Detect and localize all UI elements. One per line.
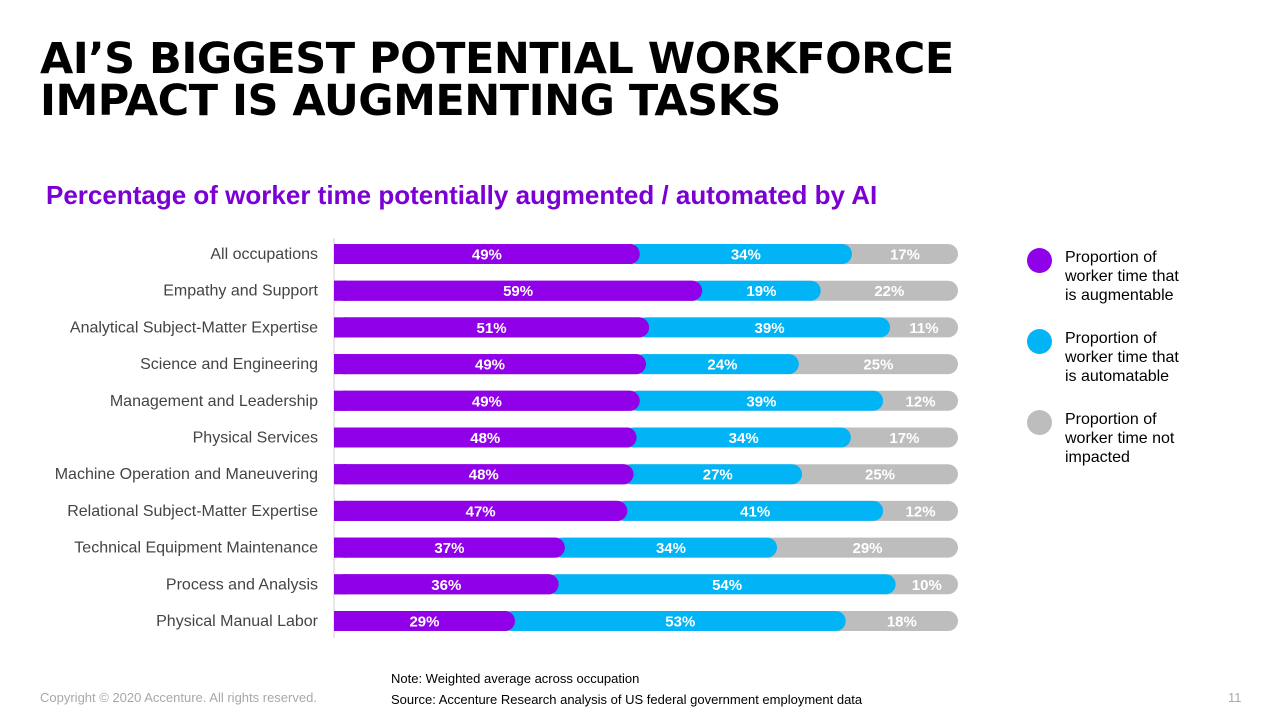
value-label-automatable: 27% xyxy=(703,467,733,484)
value-label-augmentable: 59% xyxy=(503,283,533,300)
bar-augmentable-left-edge xyxy=(334,427,346,448)
bar-automatable xyxy=(621,464,802,485)
legend-item-automatable: Proportion of worker time that is automa… xyxy=(1027,329,1267,410)
value-label-not-impacted: 29% xyxy=(853,540,883,557)
title-line-1: AI’S BIGGEST POTENTIAL WORKFORCE xyxy=(40,34,954,84)
category-label: Relational Subject-Matter Expertise xyxy=(67,503,318,520)
bar-automatable xyxy=(690,280,821,301)
bar-augmentable-left-edge xyxy=(334,500,346,521)
bar-augmentable-left-edge xyxy=(334,574,346,595)
bar-augmentable-top xyxy=(334,574,559,595)
bar-augmentable-top xyxy=(334,500,628,521)
bar-augmentable-top xyxy=(334,611,515,631)
value-label-augmentable: 49% xyxy=(472,393,502,410)
value-label-augmentable: 48% xyxy=(469,467,499,484)
value-label-automatable: 34% xyxy=(731,247,761,264)
bar-augmentable-top xyxy=(334,390,640,411)
title-line-2: IMPACT IS AUGMENTING TASKS xyxy=(40,76,781,126)
value-label-not-impacted: 17% xyxy=(889,430,919,447)
value-label-augmentable: 51% xyxy=(477,320,507,337)
category-label: Empathy and Support xyxy=(163,283,318,300)
legend-swatch-augmentable xyxy=(1027,248,1052,273)
value-label-not-impacted: 22% xyxy=(874,283,904,300)
value-label-automatable: 39% xyxy=(746,393,776,410)
legend-item-not-impacted: Proportion of worker time not impacted xyxy=(1027,410,1267,491)
chart-notes: Note: Weighted average across occupation… xyxy=(391,668,862,710)
value-label-augmentable: 37% xyxy=(434,540,464,557)
bar-augmentable-top xyxy=(334,354,646,375)
bar-augmentable-left-edge xyxy=(334,280,346,301)
bar-automatable xyxy=(627,390,884,411)
value-label-automatable: 19% xyxy=(746,283,776,300)
bar-augmentable-left-edge xyxy=(334,611,346,631)
value-label-augmentable: 36% xyxy=(431,577,461,594)
value-label-augmentable: 47% xyxy=(466,503,496,520)
value-label-not-impacted: 17% xyxy=(890,247,920,264)
value-label-augmentable: 49% xyxy=(472,247,502,264)
value-label-automatable: 34% xyxy=(656,540,686,557)
bar-augmentable-left-edge xyxy=(334,244,346,264)
chart-subtitle: Percentage of worker time potentially au… xyxy=(46,180,878,210)
bar-augmentable-left-edge xyxy=(334,537,346,558)
category-label: Technical Equipment Maintenance xyxy=(74,540,318,557)
source-text: Source: Accenture Research analysis of U… xyxy=(391,692,863,707)
legend-label-automatable: Proportion of worker time that is automa… xyxy=(1065,330,1179,385)
value-label-not-impacted: 25% xyxy=(863,357,893,374)
value-label-automatable: 54% xyxy=(712,577,742,594)
bar-augmentable-top xyxy=(334,464,634,485)
bar-augmentable-left-edge xyxy=(334,464,346,485)
legend-item-augmentable: Proportion of worker time that is augmen… xyxy=(1027,248,1267,329)
bar-automatable xyxy=(552,537,778,558)
page-title: AI’S BIGGEST POTENTIAL WORKFORCE IMPACT … xyxy=(40,34,954,126)
category-label: Analytical Subject-Matter Expertise xyxy=(70,319,318,336)
bar-automatable xyxy=(546,574,896,595)
value-label-not-impacted: 12% xyxy=(906,393,936,410)
legend-label-augmentable: Proportion of worker time that is augmen… xyxy=(1065,249,1179,304)
bar-augmentable-left-edge xyxy=(334,354,346,375)
bar-automatable xyxy=(637,317,891,338)
value-label-not-impacted: 18% xyxy=(887,614,917,631)
value-label-automatable: 24% xyxy=(707,357,737,374)
value-label-augmentable: 49% xyxy=(475,357,505,374)
bar-augmentable-left-edge xyxy=(334,390,346,411)
bar-automatable xyxy=(615,500,884,521)
note-text: Note: Weighted average across occupation xyxy=(391,671,640,686)
category-label: All occupations xyxy=(210,246,318,263)
legend-label-not-impacted: Proportion of worker time not impacted xyxy=(1065,411,1175,466)
legend-swatch-not-impacted xyxy=(1027,410,1052,435)
legend-swatch-automatable xyxy=(1027,329,1052,354)
category-label: Science and Engineering xyxy=(140,356,318,373)
category-label: Machine Operation and Maneuvering xyxy=(55,466,318,483)
category-label: Physical Services xyxy=(193,430,318,447)
value-label-not-impacted: 11% xyxy=(909,320,938,337)
bar-automatable xyxy=(502,611,846,631)
page-number: 11 xyxy=(1228,690,1242,705)
category-label: Management and Leadership xyxy=(110,393,318,410)
category-label: Physical Manual Labor xyxy=(156,613,319,630)
chart-legend: Proportion of worker time that is augmen… xyxy=(1027,248,1267,491)
bar-augmentable-top xyxy=(334,427,637,448)
bar-augmentable-top xyxy=(334,317,650,338)
value-label-automatable: 39% xyxy=(755,320,785,337)
value-label-not-impacted: 12% xyxy=(906,503,936,520)
bar-augmentable-top xyxy=(334,280,703,301)
copyright-text: Copyright © 2020 Accenture. All rights r… xyxy=(40,690,317,705)
value-label-not-impacted: 25% xyxy=(865,467,895,484)
bar-automatable xyxy=(634,354,799,375)
value-label-augmentable: 48% xyxy=(470,430,500,447)
value-label-automatable: 41% xyxy=(740,503,770,520)
bar-automatable xyxy=(627,244,852,264)
value-label-automatable: 34% xyxy=(729,430,759,447)
bar-augmentable-top xyxy=(334,537,565,558)
value-label-not-impacted: 10% xyxy=(912,577,942,594)
value-label-automatable: 53% xyxy=(665,614,695,631)
bar-augmentable-left-edge xyxy=(334,317,346,338)
value-label-augmentable: 29% xyxy=(409,614,439,631)
bar-augmentable-top xyxy=(334,244,640,264)
category-label: Process and Analysis xyxy=(166,576,318,593)
bar-automatable xyxy=(624,427,851,448)
stacked-bar-chart: All occupations 49% 34% 17% Empathy and Supp… xyxy=(55,238,958,638)
